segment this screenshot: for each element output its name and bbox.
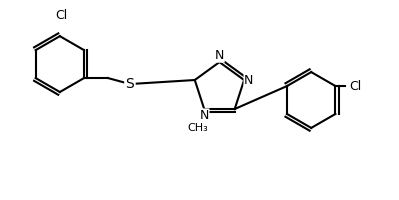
Text: Cl: Cl [350, 80, 361, 93]
Text: N: N [215, 49, 224, 62]
Text: Cl: Cl [56, 9, 68, 22]
Text: N: N [244, 74, 253, 87]
Text: N: N [200, 109, 209, 122]
Text: S: S [126, 77, 134, 91]
Text: CH₃: CH₃ [188, 123, 209, 133]
